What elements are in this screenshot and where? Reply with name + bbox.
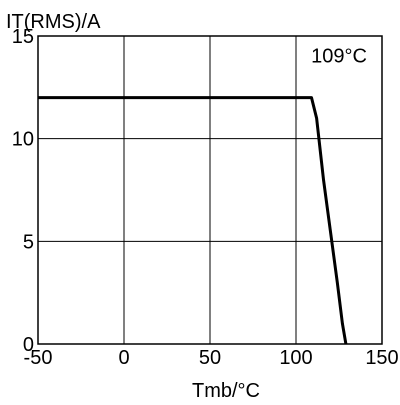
x-axis-label: Tmb/°C bbox=[192, 380, 260, 402]
y-axis-label: IT(RMS)/A bbox=[6, 11, 101, 33]
series-layer bbox=[38, 96, 348, 345]
y-tick-label: 0 bbox=[23, 334, 34, 356]
series-line bbox=[38, 96, 348, 345]
y-tick-label: 15 bbox=[12, 26, 34, 48]
x-tick-label: 100 bbox=[279, 347, 312, 369]
annotation-label: 109°C bbox=[311, 46, 367, 68]
x-tick-label: 50 bbox=[199, 347, 221, 369]
x-tick-label: 150 bbox=[365, 347, 398, 369]
annotations: 109°C bbox=[311, 46, 367, 68]
y-tick-label: 10 bbox=[12, 129, 34, 151]
x-tick-label: -50 bbox=[24, 347, 53, 369]
x-tick-label: 0 bbox=[118, 347, 129, 369]
grid-lines bbox=[38, 36, 382, 344]
y-tick-label: 5 bbox=[23, 231, 34, 253]
